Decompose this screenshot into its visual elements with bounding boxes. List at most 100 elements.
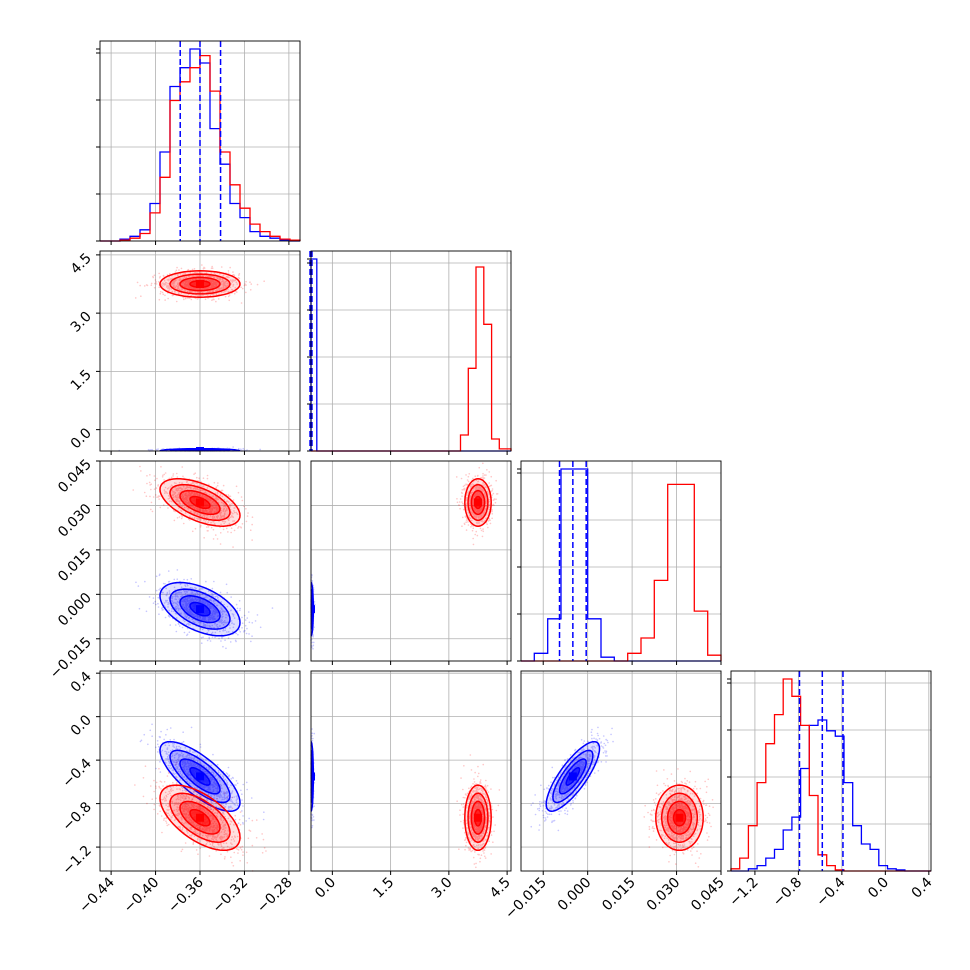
contour-peak-red (675, 813, 684, 822)
contour-line-red (179, 276, 221, 292)
panel-grid (311, 251, 511, 451)
contour-peak-blue (196, 447, 204, 451)
x-tick-label: −0.32 (210, 875, 252, 917)
y-tick-label: 0.000 (55, 590, 95, 630)
y-tick-label: 0.015 (55, 545, 95, 585)
contour-line-red (655, 784, 704, 852)
y-tick-label: 0.045 (55, 457, 95, 497)
contours (311, 740, 492, 852)
contour-line-blue (178, 449, 222, 451)
contour-line-blue (545, 740, 601, 812)
contour-line-blue (189, 766, 211, 786)
contour-peak-red (196, 280, 204, 289)
panel-frame (310, 460, 512, 662)
contour-line-blue (189, 601, 211, 617)
panel-grid (100, 460, 300, 661)
panel-frame (310, 670, 512, 872)
contour-line-red (169, 792, 231, 843)
contour-line-red (169, 483, 231, 521)
x-axis (110, 241, 290, 245)
contour-line-red (159, 784, 241, 852)
panel-grid (731, 671, 931, 871)
contour-line-blue (169, 588, 231, 630)
contour-line-blue (179, 758, 221, 795)
contour-line-red (169, 273, 231, 295)
y-tick-label: 3.0 (68, 309, 95, 336)
contour-peak-red (196, 813, 204, 822)
contour-peak-blue (311, 605, 315, 614)
x-tick-label: −0.40 (121, 875, 163, 917)
x-tick-label: −0.8 (770, 875, 805, 910)
x-tick-label: −0.44 (76, 874, 118, 916)
panel-grid (311, 671, 511, 871)
contours (311, 478, 492, 637)
contour-line-blue (311, 581, 315, 637)
x-axis: 0.0 1.5 3.0 4.5 (312, 871, 514, 902)
histogram-step-blue (521, 468, 721, 662)
contour-line-red (179, 800, 221, 835)
contours (158, 270, 242, 451)
panel-frame (310, 250, 512, 452)
histogram-step-blue (310, 258, 511, 452)
contour-line-red (666, 800, 693, 835)
x-tick-label: −0.28 (254, 875, 296, 917)
contour-line-red (179, 489, 221, 516)
x-tick-label: 0.0 (865, 875, 892, 902)
contour-peak-red (196, 498, 204, 507)
contour-peak-blue (196, 772, 204, 781)
panel-frame (520, 670, 722, 872)
contour-peak-red (473, 498, 482, 507)
x-axis (331, 661, 508, 665)
histogram-step-red (521, 483, 722, 662)
contour-line-red (660, 792, 699, 843)
x-axis (110, 661, 290, 665)
contour-line-blue (311, 740, 315, 813)
y-tick-label: 0.0 (68, 425, 95, 452)
histogram-step-red (311, 266, 512, 452)
contour-line-red (464, 784, 492, 852)
contour-line-red (470, 800, 486, 835)
y-tick-label: 4.5 (68, 250, 95, 277)
y-tick-label: 0.030 (55, 501, 95, 541)
contour-line-blue (311, 588, 314, 630)
contour-line-red (189, 279, 211, 289)
histogram (307, 251, 512, 452)
x-axis (331, 451, 508, 455)
contour-line-blue (188, 449, 212, 451)
contour-line-blue (552, 749, 594, 804)
histogram (96, 41, 301, 242)
x-tick-label: −0.4 (813, 874, 848, 909)
y-tick-label: 0.4 (68, 669, 95, 696)
scatter-points (134, 723, 267, 872)
y-tick-label: 1.5 (68, 367, 95, 394)
contour-line-blue (311, 594, 313, 624)
panel-grid (100, 251, 300, 451)
contour-line-red (189, 808, 211, 827)
y-tick-label: −0.4 (59, 756, 94, 791)
contours (545, 740, 704, 852)
x-tick-label: −1.2 (726, 875, 761, 910)
contour-line-blue (159, 581, 241, 637)
histogram-step-red (100, 54, 301, 242)
contour-peak-blue (568, 772, 577, 781)
y-tick-label: −1.2 (59, 843, 94, 878)
histogram-step-red (730, 678, 931, 872)
x-axis: −0.015 0.000 0.015 0.030 0.045 (502, 871, 728, 922)
x-tick-label: 3.0 (429, 875, 456, 902)
panel-frame (730, 670, 932, 872)
y-axis: 0.0 1.5 3.0 4.5 (68, 250, 100, 452)
panel-grid (521, 461, 722, 661)
x-tick-label: −0.36 (165, 874, 207, 916)
x-tick-label: 0.4 (909, 874, 936, 901)
contours (159, 740, 241, 852)
x-tick-label: 0.045 (688, 875, 728, 915)
x-axis: −1.2 −0.8 −0.4 0.0 0.4 (726, 871, 936, 910)
contour-line-blue (311, 749, 314, 804)
contour-peak-blue (311, 772, 315, 781)
histogram (727, 671, 931, 872)
histogram (517, 461, 722, 662)
contour-line-red (159, 270, 241, 298)
histogram-step-blue (731, 719, 931, 872)
